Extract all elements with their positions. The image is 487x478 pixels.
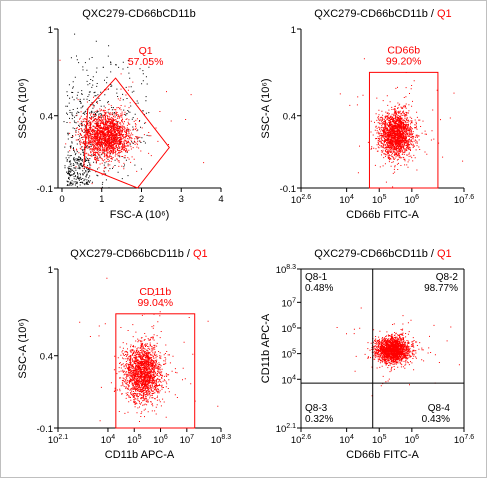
tick-label: 1 bbox=[48, 265, 53, 276]
tick-label: 102.6 bbox=[291, 434, 311, 446]
tick-label: 107.6 bbox=[454, 434, 474, 446]
tick-label: 107.6 bbox=[454, 194, 474, 206]
quadrant-name: Q8-1 bbox=[305, 272, 328, 283]
gated-events bbox=[336, 307, 460, 397]
tick-label: 107 bbox=[282, 297, 297, 309]
tick-label: 106 bbox=[282, 323, 297, 335]
tick-label: 2 bbox=[139, 194, 144, 205]
tick-label: 3 bbox=[179, 194, 184, 205]
plot-title: QXC279-CD66bCD11b bbox=[82, 8, 196, 20]
tick-label: 108.3 bbox=[211, 434, 231, 446]
tick-label: 106 bbox=[405, 434, 420, 446]
plot-title: QXC279-CD66bCD11b / Q1 bbox=[314, 248, 451, 260]
y-axis-label: SSC-A (10⁶) bbox=[17, 318, 29, 378]
plot-title: QXC279-CD66bCD11b / Q1 bbox=[70, 248, 207, 260]
quadrant-name: Q8-2 bbox=[436, 272, 459, 283]
plot-panel-3: QXC279-CD66bCD11b / Q1 102.1 104 105 106 107 1… bbox=[17, 248, 231, 461]
gate-percent: 99.04% bbox=[137, 297, 173, 309]
tick-label: 104 bbox=[282, 374, 297, 386]
tick-label: -0.1 bbox=[37, 424, 53, 435]
tick-label: 106 bbox=[405, 194, 420, 206]
x-axis-label: CD66b FITC-A bbox=[346, 209, 419, 221]
tick-label: 0.4 bbox=[40, 112, 53, 123]
gated-events bbox=[59, 59, 205, 189]
tick-label: 105 bbox=[127, 434, 142, 446]
tick-label: 102.1 bbox=[276, 423, 296, 435]
y-axis-label: SSC-A (10⁶) bbox=[260, 78, 272, 138]
tick-label: -0.1 bbox=[37, 184, 53, 195]
plot-panel-2: QXC279-CD66bCD11b / Q1 102.6 104 105 106 107.… bbox=[260, 8, 474, 221]
tick-label: 1 bbox=[291, 25, 296, 36]
tick-label: 104 bbox=[339, 194, 354, 206]
tick-label: 102.1 bbox=[48, 434, 68, 446]
plot-panel-1: QXC279-CD66bCD11b 0 1 2 3 4 -0.1 0.4 1 FSC-A (10⁶… bbox=[17, 8, 224, 221]
y-axis-label: SSC-A (10⁶) bbox=[17, 78, 29, 138]
tick-label: 4 bbox=[218, 194, 223, 205]
quadrant-percent: 0.48% bbox=[305, 283, 333, 294]
y-axis-label: CD11b APC-A bbox=[260, 313, 272, 383]
x-axis-label: CD66b FITC-A bbox=[346, 449, 419, 461]
gate-name: CD66b bbox=[387, 44, 420, 56]
x-axis-label: FSC-A (10⁶) bbox=[110, 209, 170, 221]
x-axis-label: CD11b APC-A bbox=[105, 449, 175, 461]
tick-label: 0.4 bbox=[40, 352, 53, 363]
plot-title: QXC279-CD66bCD11b / Q1 bbox=[314, 8, 451, 20]
tick-label: 102.6 bbox=[291, 194, 311, 206]
axes bbox=[300, 29, 464, 189]
events-scatter bbox=[339, 58, 464, 188]
tick-label: 104 bbox=[101, 434, 116, 446]
gate-percent: 99.20% bbox=[386, 55, 422, 67]
gate-rectangle bbox=[368, 71, 439, 189]
plot-panel-4: QXC279-CD66bCD11b / Q1 102.6 104 105 106 107.… bbox=[260, 248, 474, 461]
gate-name: CD11b bbox=[139, 286, 171, 298]
tick-label: 107 bbox=[180, 434, 195, 446]
tick-label: 0.4 bbox=[283, 112, 296, 123]
quadrant-name: Q8-4 bbox=[428, 403, 451, 414]
tick-label: 105 bbox=[372, 434, 387, 446]
quadrant-percent: 0.43% bbox=[422, 414, 450, 425]
tick-label: 105 bbox=[372, 194, 387, 206]
tick-label: 1 bbox=[48, 25, 53, 36]
quadrant-name: Q8-3 bbox=[305, 403, 328, 414]
gate-polygon bbox=[83, 77, 170, 189]
tick-label: 108.3 bbox=[276, 264, 296, 276]
tick-label: -0.1 bbox=[280, 184, 296, 195]
quadrant-percent: 98.77% bbox=[424, 283, 458, 294]
tick-label: 1 bbox=[99, 194, 104, 205]
tick-label: 0 bbox=[59, 194, 64, 205]
gate-percent: 57.05% bbox=[128, 56, 164, 68]
gated-events bbox=[339, 58, 464, 188]
tick-label: 104 bbox=[339, 434, 354, 446]
tick-label: 105 bbox=[282, 349, 297, 361]
gate-rectangle bbox=[115, 313, 196, 429]
gate-name: Q1 bbox=[139, 45, 153, 57]
quadrant-percent: 0.32% bbox=[305, 414, 333, 425]
events-scatter bbox=[336, 307, 460, 397]
tick-label: 106 bbox=[153, 434, 168, 446]
